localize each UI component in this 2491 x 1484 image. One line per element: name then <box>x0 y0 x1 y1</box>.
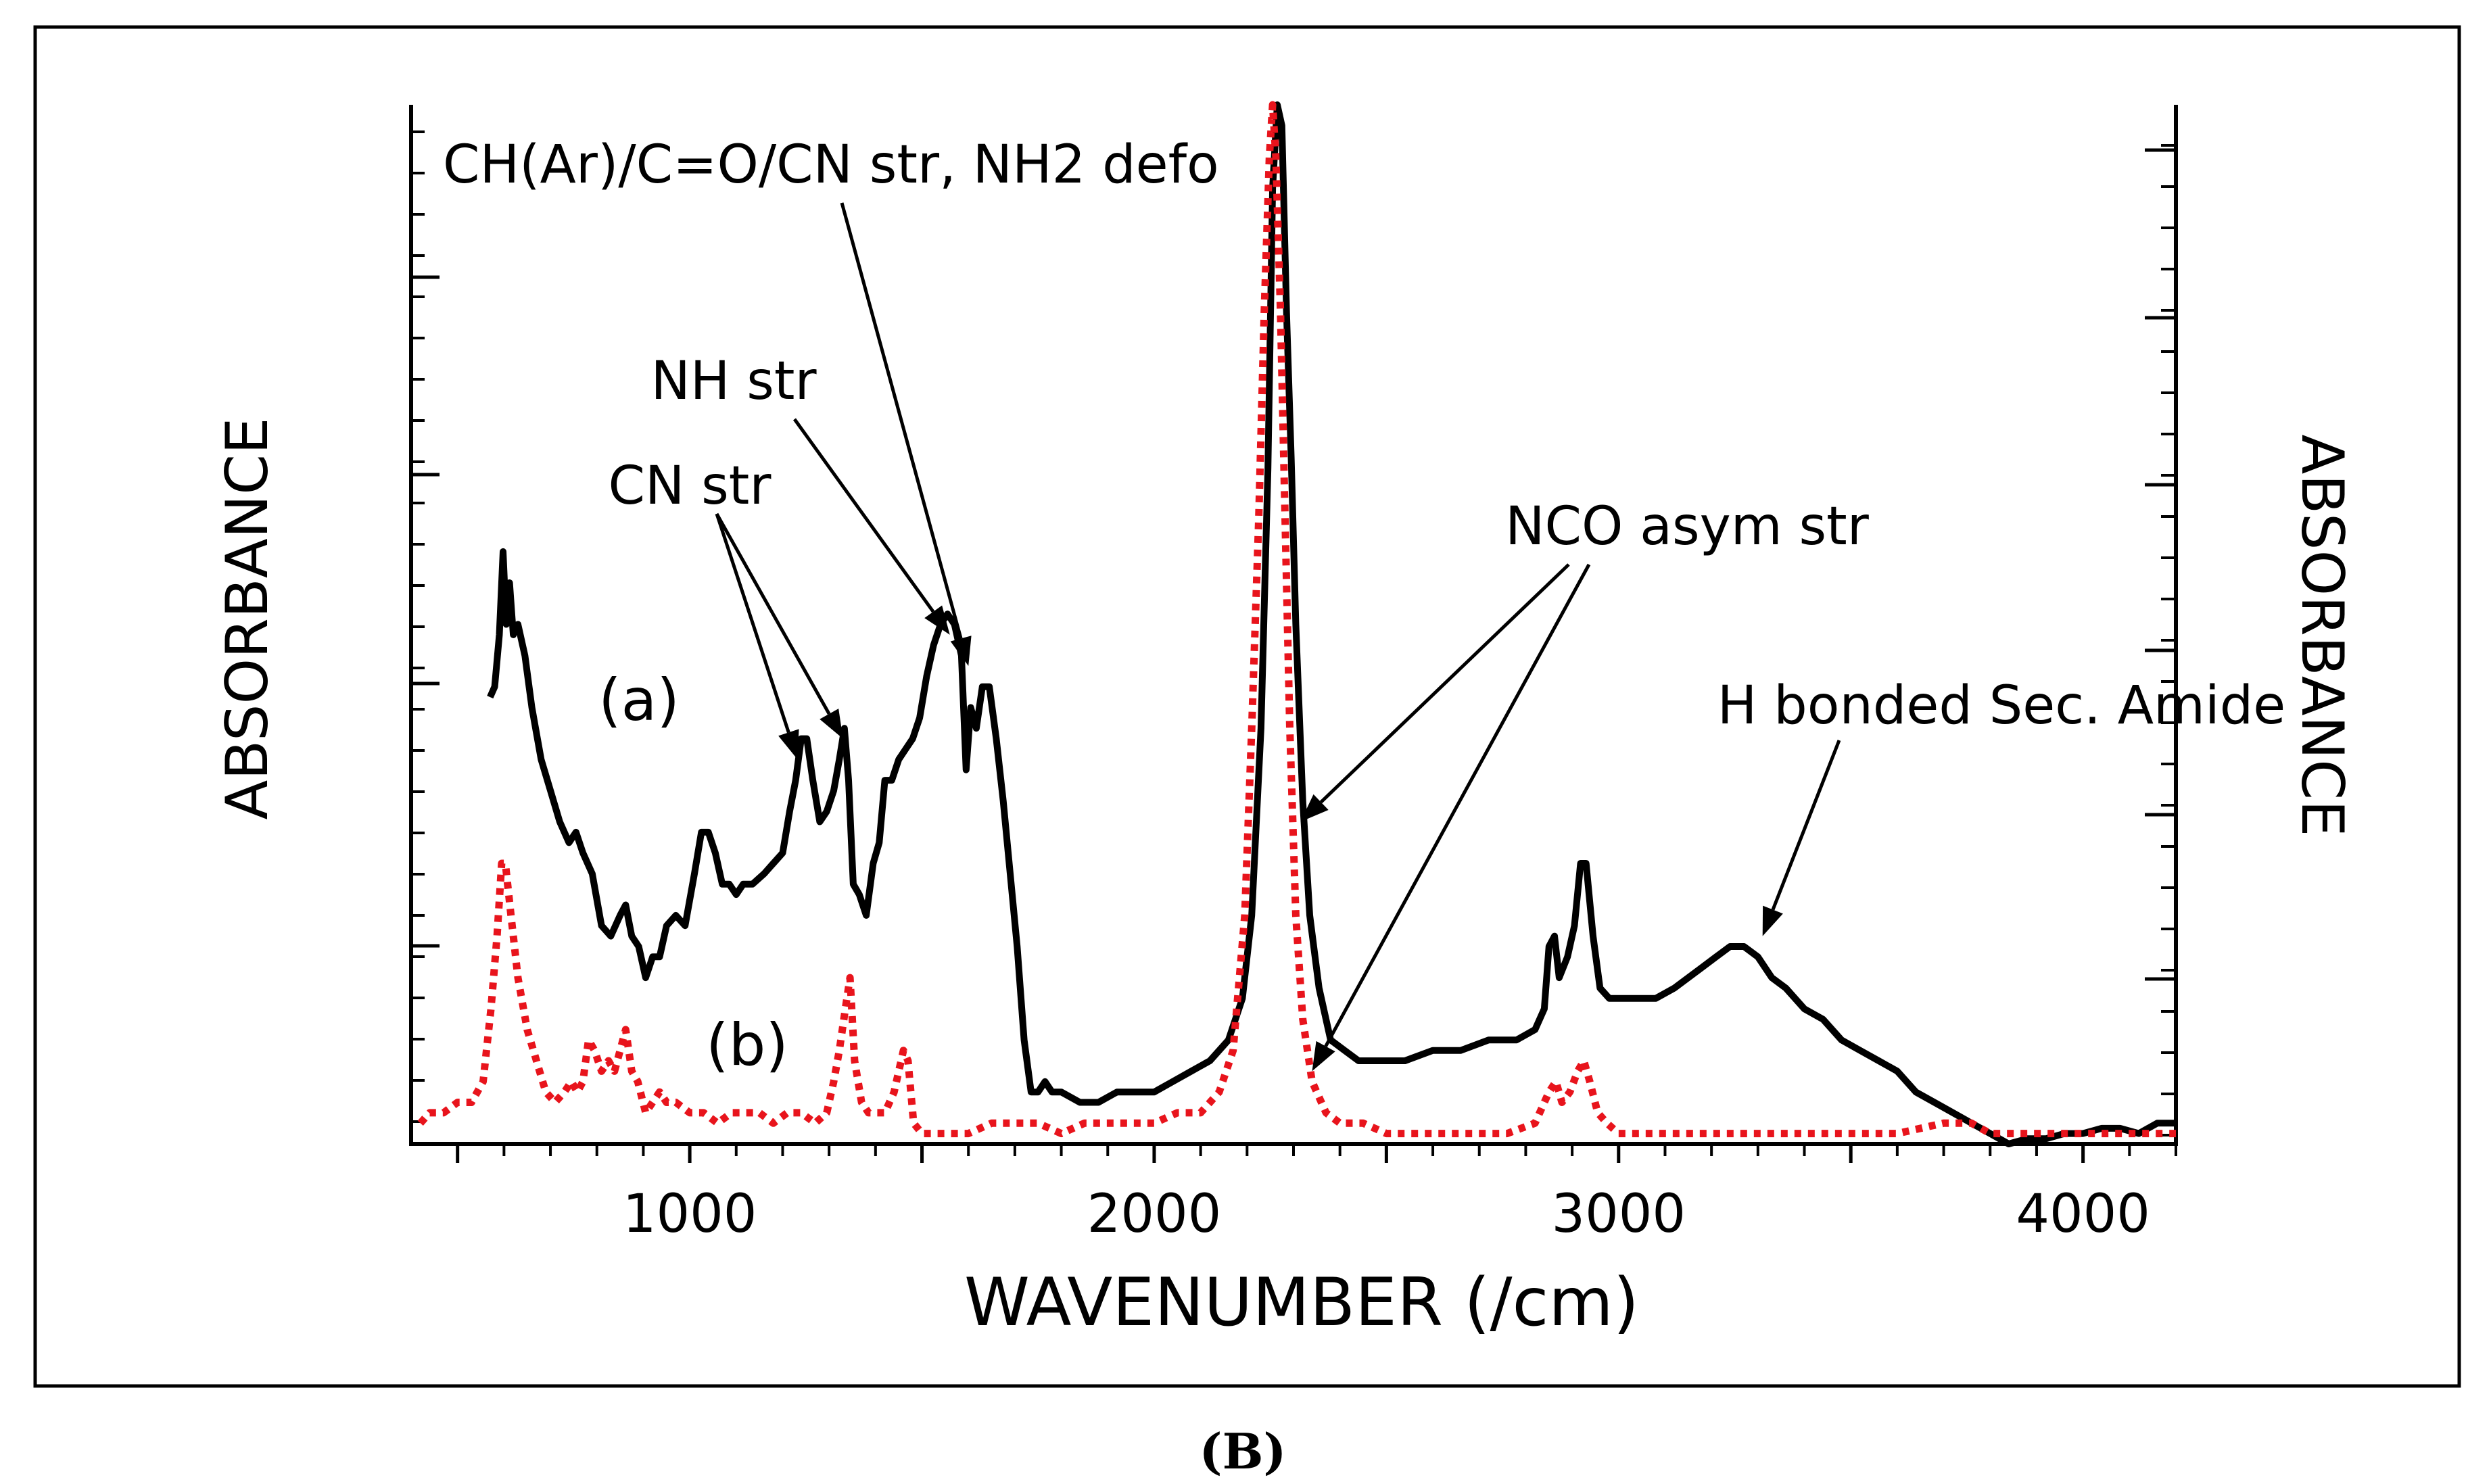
series-b-line <box>417 101 2176 1138</box>
x-axis-label: WAVENUMBER (/cm) <box>964 1264 1639 1341</box>
annotation-label: NH str <box>650 351 817 412</box>
annotation-label: CH(Ar)/C=O/CN str, NH2 defo <box>443 135 1219 195</box>
ticks <box>411 130 2177 1163</box>
series-layer <box>417 101 2176 1147</box>
annotation-arrow-head <box>950 636 972 666</box>
annotation-arrow-head <box>820 709 843 739</box>
annotation-texts: CH(Ar)/C=O/CN str, NH2 defo NH str CN str N… <box>443 135 2285 736</box>
x-tick-label: 1000 <box>623 1184 757 1245</box>
x-tick-label: 4000 <box>2016 1184 2150 1245</box>
annotation-arrow-line <box>1324 563 1591 1047</box>
annotation-arrow-head <box>1300 794 1329 822</box>
annotation-arrow-line <box>840 202 963 640</box>
series-a-label: (a) <box>598 667 680 734</box>
figure-caption: (B) <box>1200 1422 1287 1480</box>
annotation-label: CN str <box>609 456 772 517</box>
annotation-arrow-head <box>778 729 799 760</box>
annotation-arrow-line <box>1319 563 1570 804</box>
figure-frame <box>33 25 2461 1388</box>
series-a-line <box>487 101 2176 1147</box>
y-axis-label-right: ABSORBANCE <box>2288 435 2356 837</box>
annotation-label: H bonded Sec. Amide <box>1717 675 2285 736</box>
x-tick-label: 3000 <box>1552 1184 1686 1245</box>
annotation-arrow-head <box>1312 1040 1335 1072</box>
x-tick-label: 2000 <box>1087 1184 1222 1245</box>
series-b-label: (b) <box>706 1011 788 1079</box>
annotation-arrow-head <box>1762 905 1783 936</box>
annotation-arrow-head <box>924 605 950 635</box>
annotation-arrows <box>715 202 1841 1072</box>
tick-labels: 1000 2000 3000 4000 <box>623 1184 2150 1245</box>
annotation-label: NCO asym str <box>1505 496 1870 557</box>
annotation-arrow-line <box>792 418 935 613</box>
annotation-arrow-line <box>715 513 790 734</box>
annotation-arrow-line <box>1771 740 1841 911</box>
annotation-arrow-line <box>715 512 831 715</box>
y-axis-label-left: ABSORBANCE <box>214 418 281 820</box>
